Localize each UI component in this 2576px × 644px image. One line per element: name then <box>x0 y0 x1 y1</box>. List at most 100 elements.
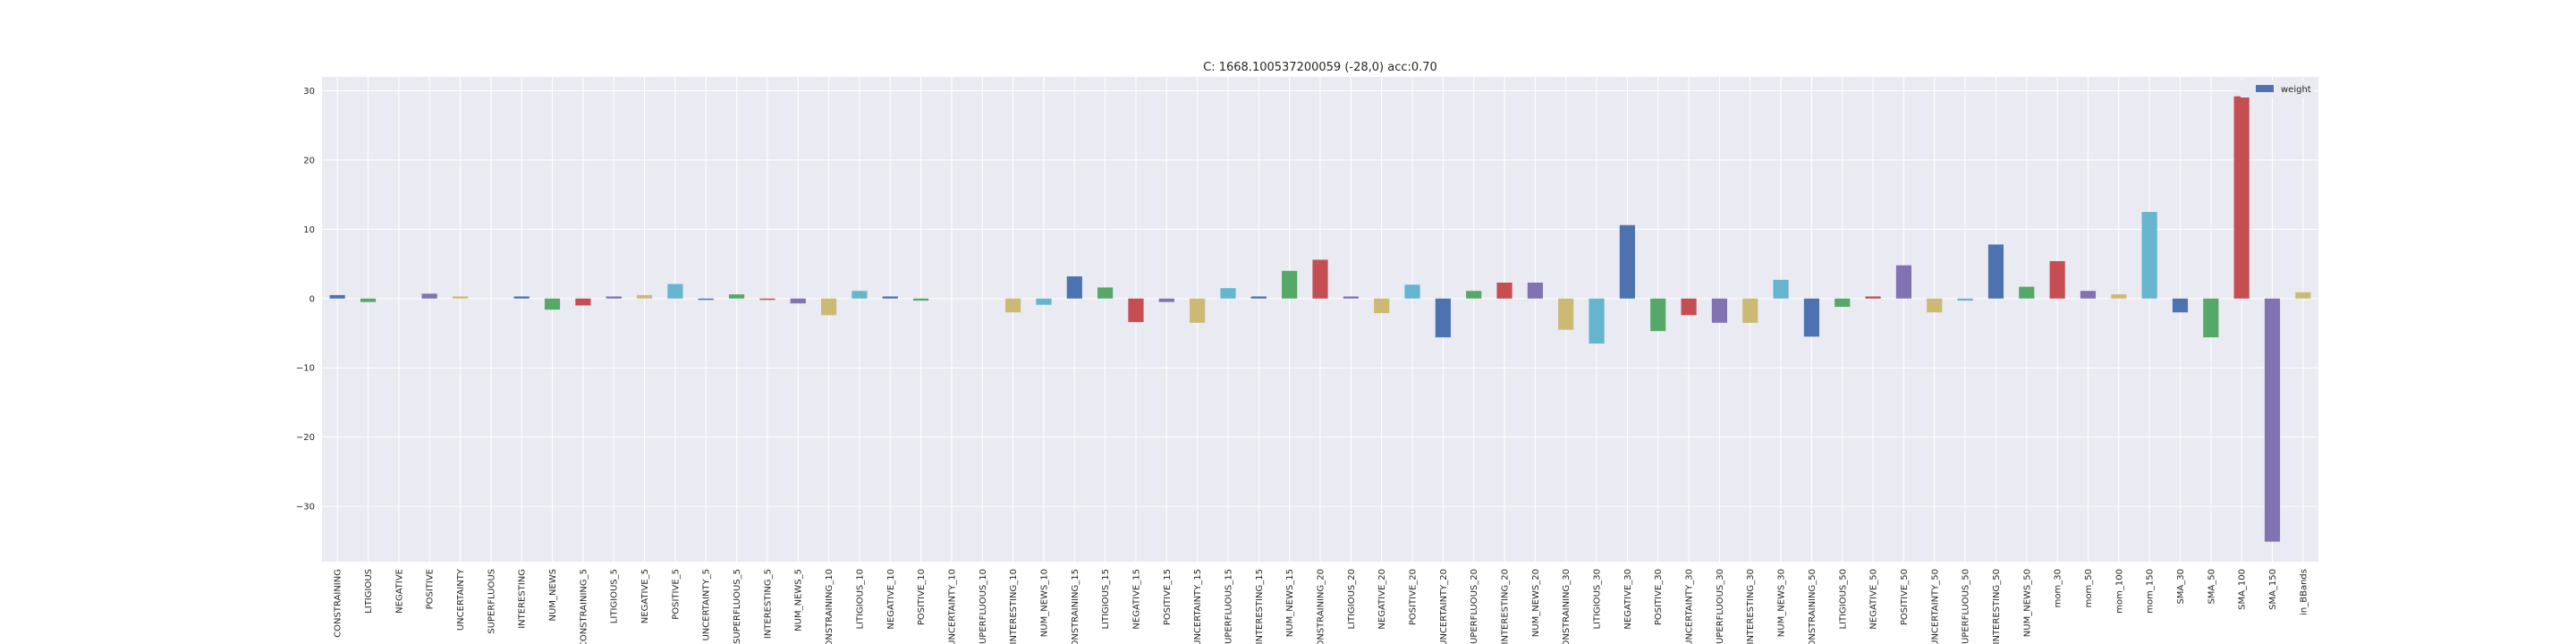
y-tick-label: 10 <box>303 225 315 235</box>
bar-negative-50 <box>1865 296 1881 299</box>
bar-litigious-10 <box>852 291 868 299</box>
bar-num-news-10 <box>1036 298 1052 305</box>
bar-superfluous-30 <box>1711 298 1727 323</box>
x-tick-label: CONSTRAINING_5 <box>579 569 589 644</box>
bar-in-bbands <box>2295 292 2311 299</box>
bar-num-news <box>544 298 561 310</box>
x-tick-label: INTERESTING_5 <box>763 569 773 639</box>
x-tick-label: NUM_NEWS_10 <box>1039 569 1049 637</box>
x-tick-label: LITIGIOUS_10 <box>855 569 865 630</box>
bar-interesting-15 <box>1250 296 1267 299</box>
bar-mom-30 <box>2049 260 2065 299</box>
x-tick-label: NUM_NEWS_50 <box>2022 569 2032 637</box>
bar-mom-50 <box>2080 291 2097 299</box>
x-tick-label: POSITIVE_15 <box>1163 569 1173 625</box>
bar-uncertainty <box>452 296 469 299</box>
bar-interesting-10 <box>1005 298 1021 313</box>
bar-mom-150 <box>2141 211 2157 299</box>
x-tick-label: mom_100 <box>2114 569 2124 614</box>
legend-label-weight: weight <box>2281 85 2311 95</box>
bar-superfluous-15 <box>1220 288 1236 299</box>
y-axis-ticks: −30 −20 −10 0 10 20 30 <box>296 87 315 513</box>
x-tick-label: SUPERFLUOUS <box>487 569 496 634</box>
bar-negative-15 <box>1128 298 1144 323</box>
x-tick-label: NEGATIVE_10 <box>886 569 896 630</box>
x-tick-label: NUM_NEWS_30 <box>1777 569 1787 637</box>
x-tick-label: INTERESTING_15 <box>1255 569 1265 644</box>
x-tick-label: SUPERFLUOUS_15 <box>1224 569 1233 644</box>
bar-positive-20 <box>1404 284 1420 299</box>
x-tick-label: NUM_NEWS_20 <box>1531 569 1541 637</box>
bar-uncertainty-30 <box>1681 298 1697 316</box>
bar-positive-5 <box>667 284 683 299</box>
bar-constraining-5 <box>575 298 591 306</box>
x-tick-label: POSITIVE_10 <box>917 569 927 625</box>
bar-uncertainty-5 <box>698 298 714 301</box>
x-tick-label: mom_50 <box>2084 569 2094 607</box>
x-tick-label: POSITIVE_5 <box>671 569 681 620</box>
x-tick-label: NEGATIVE_5 <box>640 569 650 623</box>
bar-litigious-50 <box>1835 298 1851 308</box>
x-tick-label: CONSTRAINING <box>334 569 343 638</box>
bar-sma-30 <box>2172 298 2189 313</box>
bar-litigious <box>360 298 377 302</box>
x-tick-label: CONSTRAINING_20 <box>1317 569 1326 644</box>
x-tick-label: UNCERTAINTY <box>456 568 466 631</box>
x-tick-label: UNCERTAINTY_10 <box>947 569 957 644</box>
x-tick-label: NEGATIVE_20 <box>1377 569 1387 630</box>
y-tick-label: 30 <box>303 87 315 97</box>
bar-litigious-15 <box>1097 287 1114 299</box>
y-tick-label: 20 <box>303 156 315 165</box>
x-tick-label: SUPERFLUOUS_5 <box>733 569 742 644</box>
x-tick-label: SMA_150 <box>2268 569 2278 610</box>
bar-superfluous-5 <box>728 294 745 299</box>
bar-interesting-30 <box>1742 298 1758 323</box>
x-tick-label: SUPERFLUOUS_20 <box>1470 569 1479 644</box>
bar-negative-10 <box>882 296 898 299</box>
chart-title: C: 1668.100537200059 (-28,0) acc:0.70 <box>1203 61 1437 74</box>
bar-constraining-15 <box>1066 275 1082 299</box>
x-tick-label: SMA_30 <box>2176 569 2186 605</box>
legend-swatch-weight <box>2256 85 2274 92</box>
x-tick-label: POSITIVE_30 <box>1654 569 1664 625</box>
x-tick-label: NUM_NEWS_5 <box>794 569 804 631</box>
x-tick-label: INTERESTING_10 <box>1009 569 1019 644</box>
x-tick-label: NUM_NEWS_15 <box>1285 569 1295 637</box>
bar-superfluous-20 <box>1466 291 1482 299</box>
x-tick-label: UNCERTAINTY_20 <box>1439 569 1449 644</box>
x-tick-label: LITIGIOUS_50 <box>1838 569 1848 630</box>
y-tick-label: −30 <box>296 503 315 513</box>
bar-interesting-50 <box>1987 244 2004 299</box>
x-tick-label: NEGATIVE_50 <box>1869 569 1879 630</box>
bar-positive <box>421 293 437 299</box>
bar-interesting <box>513 296 530 299</box>
y-tick-label: 0 <box>309 294 315 304</box>
x-tick-label: SMA_50 <box>2207 569 2216 605</box>
bar-negative-5 <box>636 294 653 299</box>
x-tick-label: INTERESTING_30 <box>1746 569 1756 644</box>
gridlines <box>322 77 2318 562</box>
legend: weight <box>2241 80 2315 97</box>
bar-interesting-20 <box>1496 282 1513 299</box>
x-tick-label: in_BBands <box>2299 569 2309 615</box>
bar-positive-15 <box>1158 298 1174 302</box>
x-tick-label: LITIGIOUS <box>364 569 374 614</box>
bar-litigious-5 <box>606 296 622 299</box>
bar-constraining-20 <box>1312 259 1328 299</box>
x-tick-label: INTERESTING_50 <box>1992 569 2002 644</box>
bar-mom-100 <box>2111 294 2127 299</box>
x-tick-label: LITIGIOUS_30 <box>1593 569 1603 630</box>
bar-superfluous-50 <box>1957 298 1973 301</box>
bar-positive-50 <box>1895 265 1912 299</box>
bar-num-news-30 <box>1773 279 1789 299</box>
bar-litigious-30 <box>1589 298 1605 344</box>
x-tick-label: INTERESTING <box>518 569 528 629</box>
x-axis-ticks: CONSTRAINING LITIGIOUS NEGATIVE POSITIVE UNC… <box>334 568 2309 644</box>
y-tick-label: −20 <box>296 433 315 443</box>
x-tick-label: LITIGIOUS_5 <box>610 569 620 623</box>
x-tick-label: NEGATIVE_15 <box>1131 569 1141 630</box>
bar-sma-100 <box>2233 96 2250 299</box>
x-tick-label: SUPERFLUOUS_10 <box>979 569 988 644</box>
bar-constraining <box>329 294 345 299</box>
